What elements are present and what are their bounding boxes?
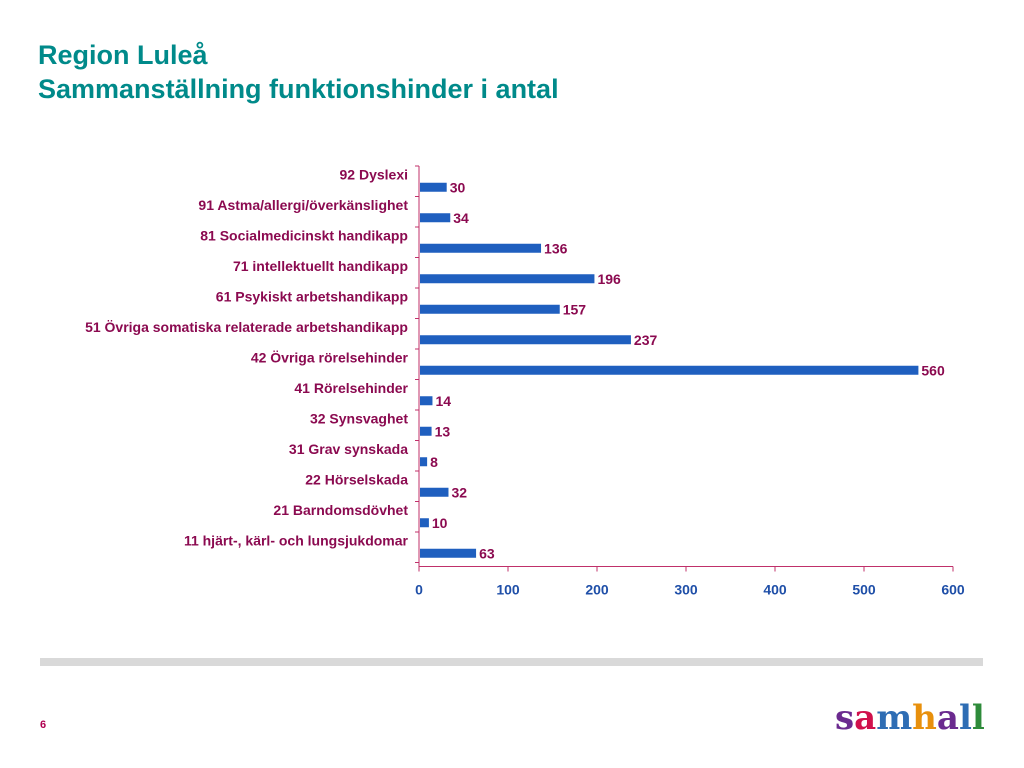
logo-letter: a: [936, 698, 959, 738]
x-tick-label: 200: [585, 582, 609, 598]
value-label: 34: [453, 210, 469, 226]
x-tick-label: 500: [852, 582, 876, 598]
value-label: 30: [450, 179, 466, 195]
category-label: 51 Övriga somatiska relaterade arbetshan…: [85, 319, 408, 335]
samhall-logo: samhall: [835, 700, 985, 736]
slide-title: Region Luleå Sammanställning funktionshi…: [38, 38, 559, 106]
value-label: 560: [921, 362, 945, 378]
logo-letter: a: [854, 698, 877, 738]
value-label: 237: [634, 332, 658, 348]
category-label: 31 Grav synskada: [289, 441, 408, 457]
bar: [420, 487, 449, 497]
logo-letter: m: [876, 698, 913, 738]
category-label: 81 Socialmedicinskt handikapp: [200, 227, 408, 243]
value-label: 13: [435, 423, 451, 439]
category-label: 22 Hörselskada: [305, 471, 408, 487]
value-label: 136: [544, 240, 568, 256]
bar: [420, 396, 433, 406]
bar: [420, 304, 560, 314]
logo-letter: h: [912, 698, 937, 738]
bar-chart: 0 100 200 300 400 500 600 92 Dyslexi 30 91 Astma/…: [85, 165, 965, 598]
value-label: 32: [451, 484, 467, 500]
x-tick-label: 400: [763, 582, 787, 598]
bar: [420, 365, 919, 375]
x-tick-label: 0: [415, 582, 423, 598]
logo-letter: s: [835, 698, 855, 738]
title-line-2: Sammanställning funktionshinder i antal: [38, 74, 559, 104]
title-line-1: Region Luleå: [38, 40, 208, 70]
bar: [420, 182, 447, 192]
category-label: 32 Synsvaghet: [310, 410, 408, 426]
category-label: 11 hjärt-, kärl- och lungsjukdomar: [184, 532, 409, 548]
x-tick-label: 100: [496, 582, 520, 598]
category-label: 91 Astma/allergi/överkänslighet: [198, 197, 408, 213]
value-label: 157: [563, 301, 587, 317]
x-tick-label: 600: [941, 582, 965, 598]
logo-letter: l: [971, 698, 985, 738]
category-label: 41 Rörelsehinder: [294, 380, 408, 396]
category-label: 61 Psykiskt arbetshandikapp: [216, 288, 408, 304]
value-label: 8: [430, 454, 438, 470]
value-label: 196: [597, 271, 621, 287]
value-label: 10: [432, 515, 448, 531]
bar: [420, 518, 429, 528]
page-number: 6: [40, 719, 47, 731]
bar: [420, 213, 451, 223]
category-label: 42 Övriga rörelsehinder: [251, 349, 409, 365]
bar: [420, 548, 477, 558]
bar: [420, 457, 428, 467]
value-label: 14: [435, 393, 451, 409]
x-tick-label: 300: [674, 582, 698, 598]
value-label: 63: [479, 545, 495, 561]
category-label: 71 intellektuellt handikapp: [233, 258, 408, 274]
logo-letter: l: [958, 698, 972, 738]
footer-divider: [40, 658, 983, 666]
bar: [420, 274, 595, 284]
category-label: 92 Dyslexi: [340, 166, 409, 182]
category-label: 21 Barndomsdövhet: [273, 502, 408, 518]
bar: [420, 243, 542, 253]
bar: [420, 335, 631, 345]
bar: [420, 426, 432, 436]
